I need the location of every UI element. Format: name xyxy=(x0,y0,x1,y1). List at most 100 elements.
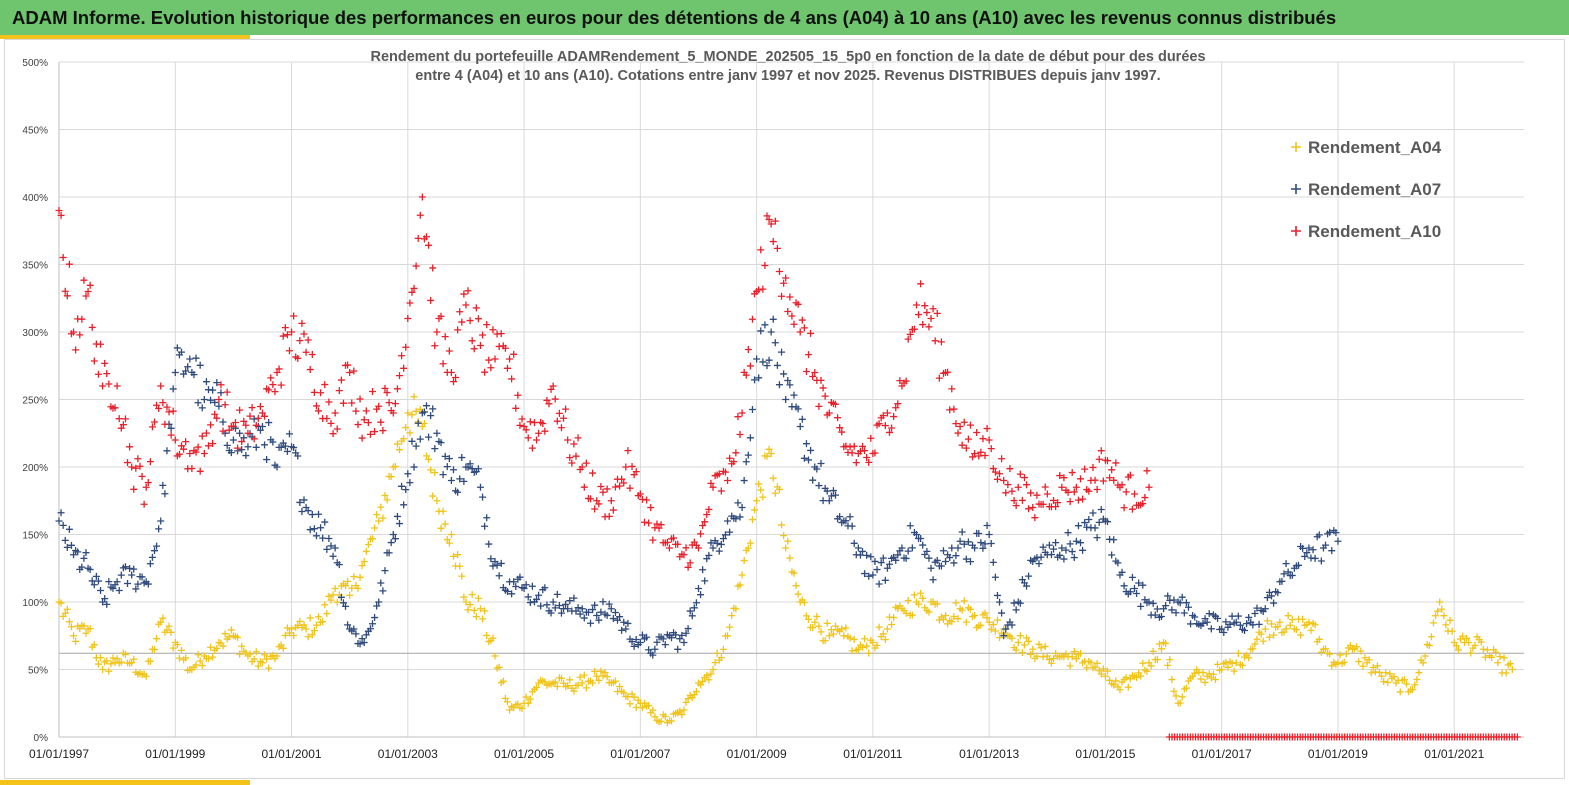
data-point-interp xyxy=(960,418,968,426)
data-point-interp xyxy=(1139,659,1147,667)
data-point-interp xyxy=(1151,611,1159,619)
data-point-interp xyxy=(82,629,90,637)
data-point-interp xyxy=(1440,612,1448,620)
data-point-interp xyxy=(879,630,887,638)
data-point-interp xyxy=(425,241,433,249)
data-point xyxy=(724,477,732,484)
data-point-interp xyxy=(674,540,682,548)
data-point-interp xyxy=(915,311,923,319)
data-point xyxy=(854,544,862,552)
data-point-interp xyxy=(859,442,867,450)
data-point-interp xyxy=(1091,663,1099,671)
data-point-interp xyxy=(252,421,260,429)
data-point-interp xyxy=(416,405,424,413)
data-point-interp xyxy=(1265,588,1273,596)
data-point-interp xyxy=(1236,621,1244,629)
data-point-interp xyxy=(790,320,798,328)
data-point-interp xyxy=(1263,594,1271,602)
data-point-interp xyxy=(109,654,117,662)
data-point-interp xyxy=(1137,602,1145,610)
data-point-interp xyxy=(1126,588,1134,596)
data-point-interp xyxy=(219,642,227,650)
data-point xyxy=(1116,686,1124,694)
data-point-interp xyxy=(962,555,970,563)
data-point-interp xyxy=(439,360,447,368)
data-point-interp xyxy=(1245,654,1253,662)
data-point-interp xyxy=(744,451,752,459)
data-point xyxy=(418,193,426,201)
data-point-interp xyxy=(304,633,312,641)
data-point-interp xyxy=(807,329,815,337)
data-point xyxy=(258,659,266,667)
data-point-interp xyxy=(809,624,817,632)
data-point-interp xyxy=(572,452,580,460)
data-point-interp xyxy=(1199,669,1207,677)
data-point-interp xyxy=(165,622,173,630)
data-point-interp xyxy=(979,544,987,552)
data-point-interp xyxy=(429,264,437,272)
data-point-interp xyxy=(1099,665,1107,673)
data-point-interp xyxy=(736,513,744,521)
data-point-interp xyxy=(211,410,219,418)
data-point-interp xyxy=(769,315,777,323)
data-point-interp xyxy=(863,453,871,461)
data-point-interp xyxy=(460,477,468,485)
data-point-interp xyxy=(819,384,827,392)
data-point xyxy=(215,402,223,410)
data-point xyxy=(1261,605,1269,613)
data-point-interp xyxy=(1110,536,1118,544)
data-point-interp xyxy=(1025,505,1033,513)
data-point-interp xyxy=(202,378,210,386)
data-point xyxy=(985,531,993,538)
data-point-interp xyxy=(61,287,69,295)
data-point-interp xyxy=(867,434,875,442)
data-point-interp xyxy=(1178,693,1186,701)
data-point-interp xyxy=(780,279,788,287)
data-point-interp xyxy=(952,552,960,560)
data-point xyxy=(70,551,78,559)
data-point-interp xyxy=(574,434,582,442)
data-point-interp xyxy=(410,284,418,292)
series-a07 xyxy=(55,315,1342,659)
data-point xyxy=(883,564,891,572)
data-point-interp xyxy=(775,485,783,493)
data-point-interp xyxy=(748,516,756,524)
data-point-interp xyxy=(809,372,817,380)
data-point-interp xyxy=(406,479,414,487)
data-point-interp xyxy=(686,607,694,615)
data-point-interp xyxy=(667,717,675,725)
data-point-interp xyxy=(348,399,356,407)
data-point xyxy=(971,612,979,619)
data-point-interp xyxy=(829,487,837,495)
data-point-interp xyxy=(1045,541,1053,549)
data-point-interp xyxy=(958,606,966,614)
data-point-interp xyxy=(510,350,518,358)
data-point-interp xyxy=(566,597,574,605)
data-point-interp xyxy=(701,518,709,526)
data-point-interp xyxy=(765,215,773,223)
data-point-interp xyxy=(981,609,989,617)
data-point-interp xyxy=(427,412,435,420)
data-point-interp xyxy=(333,425,341,433)
data-point xyxy=(375,598,383,606)
data-point-interp xyxy=(458,454,466,462)
data-point-interp xyxy=(1002,625,1010,633)
data-point-interp xyxy=(265,386,273,394)
data-point-interp xyxy=(678,711,686,719)
y-tick-label: 450% xyxy=(22,126,48,137)
data-point-interp xyxy=(885,428,893,436)
data-point-interp xyxy=(786,381,794,389)
data-point-interp xyxy=(445,347,453,355)
data-point xyxy=(1465,639,1473,646)
data-point-interp xyxy=(265,664,273,672)
y-tick-label: 0% xyxy=(34,733,49,744)
data-point-interp xyxy=(501,344,509,352)
data-point-interp xyxy=(410,393,418,401)
data-point-interp xyxy=(1050,545,1058,553)
data-point-interp xyxy=(1085,487,1093,495)
data-point-interp xyxy=(589,679,597,687)
data-point-interp xyxy=(726,623,734,631)
data-point-interp xyxy=(1164,592,1172,600)
data-point-interp xyxy=(408,411,416,419)
data-point-interp xyxy=(748,405,756,413)
